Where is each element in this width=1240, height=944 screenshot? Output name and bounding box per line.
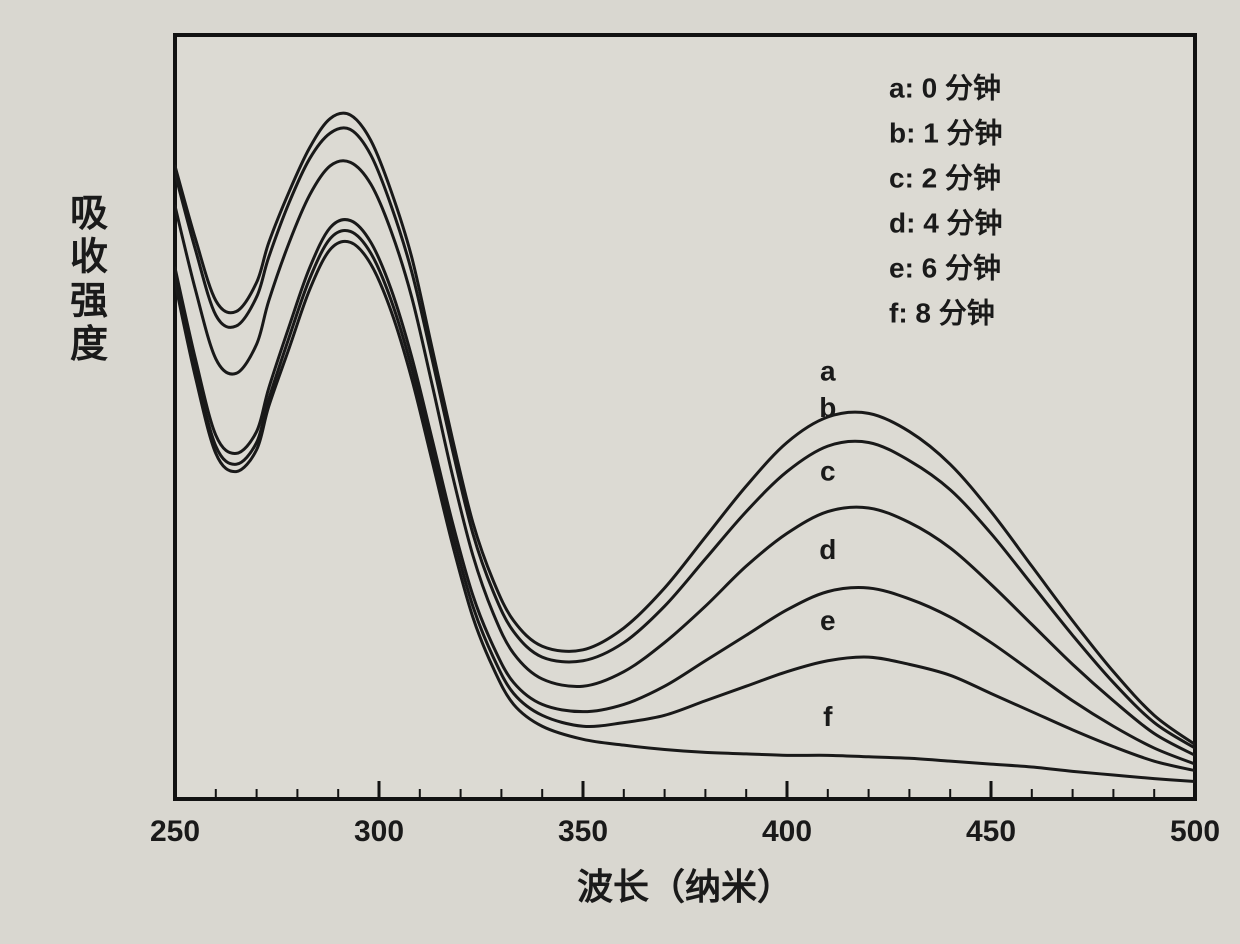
legend-item-d: d: 4 分钟: [889, 207, 1003, 238]
curve-label-e: e: [820, 605, 836, 636]
curve-label-a: a: [820, 356, 836, 387]
legend-item-c: c: 2 分钟: [889, 162, 1001, 193]
x-tick-label: 400: [762, 815, 812, 848]
curve-label-f: f: [823, 701, 833, 732]
curve-label-d: d: [819, 534, 836, 565]
x-tick-label: 350: [558, 815, 608, 848]
plot-area: [175, 35, 1195, 799]
curve-label-b: b: [819, 392, 836, 423]
absorption-spectrum-chart: 250 300 350 400 450 500 波长（纳米） 吸收强度 ab c d e f a: 0 分…: [0, 0, 1240, 944]
x-axis-label: 波长（纳米）: [577, 866, 793, 907]
x-tick-label: 450: [966, 815, 1016, 848]
legend-item-e: e: 6 分钟: [889, 252, 1001, 283]
x-tick-label: 250: [150, 815, 200, 848]
x-tick-label: 500: [1170, 815, 1220, 848]
y-axis-label: 吸收强度: [70, 193, 108, 366]
x-tick-label: 300: [354, 815, 404, 848]
legend-item-f: f: 8 分钟: [889, 297, 995, 328]
curve-label-c: c: [820, 455, 836, 486]
legend-item-b: b: 1 分钟: [889, 117, 1003, 148]
legend-item-a: a: 0 分钟: [889, 72, 1001, 103]
